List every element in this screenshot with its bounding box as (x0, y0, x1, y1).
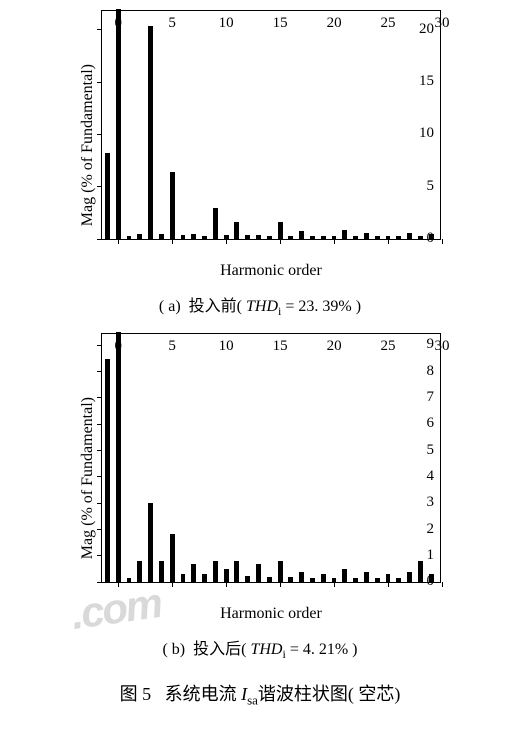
bar (375, 578, 380, 582)
bar (234, 222, 239, 239)
bar (256, 235, 261, 239)
bar (181, 574, 186, 582)
bar (213, 208, 218, 239)
chart-b-plot-area: 0123456789051015202530 (101, 333, 441, 583)
bar (159, 561, 164, 582)
bar (364, 572, 369, 583)
bar (202, 236, 207, 239)
bar (234, 561, 239, 582)
bar (116, 9, 121, 239)
bar (159, 234, 164, 239)
chart-b-block: Mag (% of Fundamental) .com 012345678905… (20, 333, 500, 662)
bar (170, 172, 175, 239)
bar (105, 153, 110, 239)
chart-a-ylabel: Mag (% of Fundamental) (79, 64, 97, 226)
chart-a-plotbox: 05101520051015202530 Harmonic order (101, 10, 441, 280)
chart-b-row: Mag (% of Fundamental) .com 012345678905… (79, 333, 441, 623)
bar (288, 236, 293, 239)
bar (278, 222, 283, 239)
bar (148, 26, 153, 239)
bar (321, 236, 326, 239)
bar (396, 578, 401, 582)
figure-5: Mag (% of Fundamental) 05101520051015202… (0, 0, 520, 729)
bar (213, 561, 218, 582)
chart-a-caption: ( a) 投入前( THDi = 23. 39% ) (159, 292, 361, 319)
chart-a-xlabel: Harmonic order (101, 262, 441, 280)
bar (202, 574, 207, 582)
bar (310, 578, 315, 582)
bar (267, 577, 272, 582)
bar (342, 230, 347, 239)
bar (137, 234, 142, 239)
chart-a-row: Mag (% of Fundamental) 05101520051015202… (79, 10, 441, 280)
chart-a-block: Mag (% of Fundamental) 05101520051015202… (20, 10, 500, 319)
bar (353, 236, 358, 239)
bar (224, 569, 229, 582)
chart-b-caption: ( b) 投入后( THDi = 4. 21% ) (162, 635, 357, 662)
bar (105, 359, 110, 583)
bar (256, 564, 261, 582)
bar (191, 564, 196, 582)
bar (396, 236, 401, 239)
bar (127, 578, 132, 582)
bar (321, 574, 326, 582)
bar (191, 234, 196, 239)
bar (375, 236, 380, 239)
bar (278, 561, 283, 582)
bar (181, 235, 186, 239)
bar (245, 576, 250, 583)
bar (148, 503, 153, 582)
bar (116, 332, 121, 582)
bar (299, 231, 304, 239)
bar (288, 577, 293, 582)
bar (353, 578, 358, 582)
chart-b-plotbox: .com 0123456789051015202530 Harmonic ord… (101, 333, 441, 623)
bar (127, 236, 132, 239)
figure-main-caption: 图 5 系统电流 Isa谐波柱状图( 空芯) (20, 680, 500, 709)
bar (267, 236, 272, 239)
bar (299, 572, 304, 583)
chart-b-xlabel: Harmonic order (101, 605, 441, 623)
bar (310, 236, 315, 239)
bar (170, 534, 175, 583)
chart-b-ylabel: Mag (% of Fundamental) (79, 397, 97, 559)
chart-a-plot-area: 05101520051015202530 (101, 10, 441, 240)
bar (342, 569, 347, 582)
bar (364, 233, 369, 239)
bar (245, 235, 250, 239)
bar (386, 574, 391, 582)
bar (137, 561, 142, 582)
